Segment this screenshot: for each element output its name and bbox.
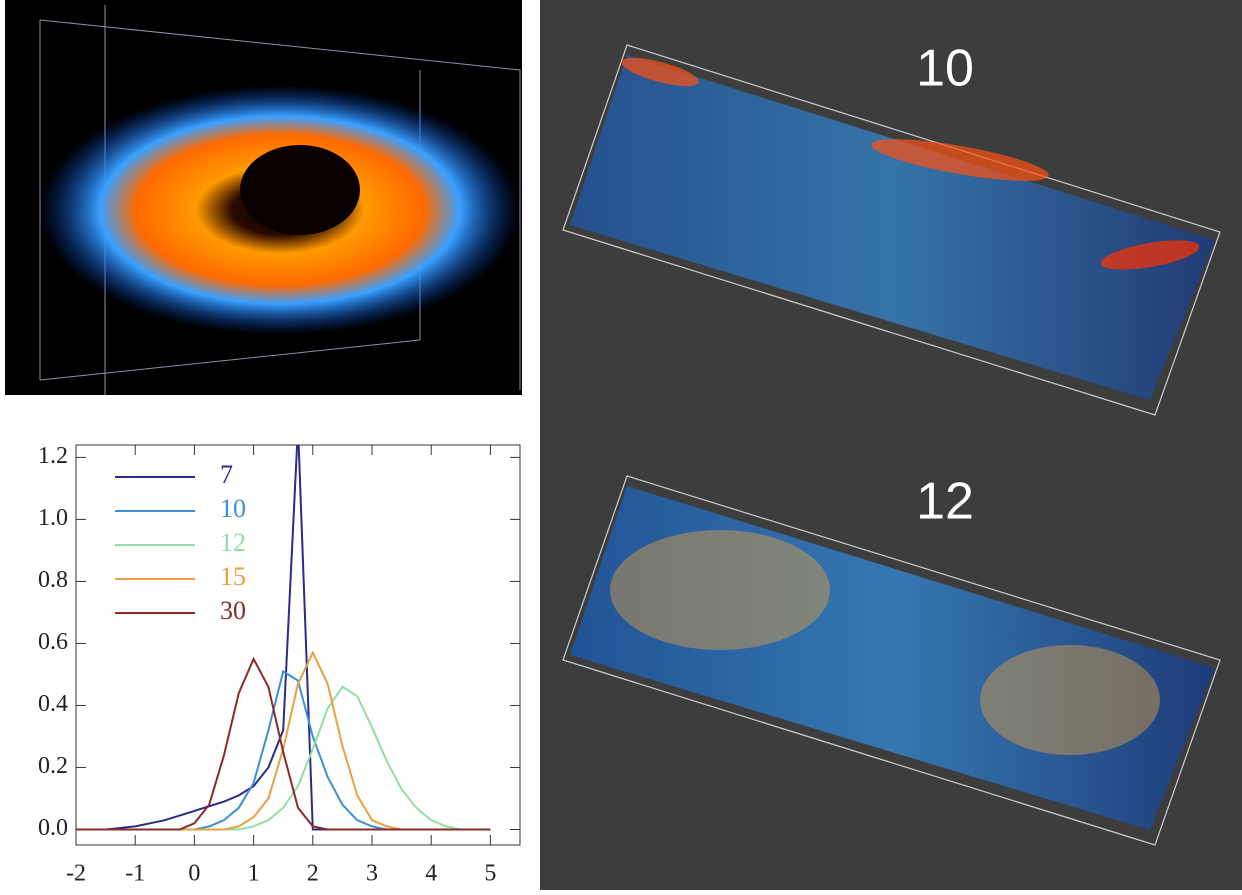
data-line [76,659,490,830]
x-tick-label: 4 [425,861,437,887]
legend-label: 15 [220,562,246,591]
flow-feature [610,530,830,650]
x-tick-label: 0 [188,861,200,887]
panel-label: 10 [916,40,974,98]
x-tick-label: 3 [366,861,378,887]
legend-label: 12 [220,528,246,557]
plot-area [76,426,490,829]
figure: 10 12 0.00.20.40.60.81.01.2-2-1012345710… [0,0,1242,890]
data-line [76,653,490,830]
legend-label: 7 [220,460,233,489]
panel-label: 12 [916,473,974,531]
y-tick-label: 1.0 [38,505,68,531]
x-tick-label: 5 [484,861,496,887]
y-tick-label: 1.2 [38,443,68,469]
data-line [76,426,490,829]
y-tick-label: 0.4 [38,691,68,717]
x-tick-label: 1 [248,861,260,887]
y-tick-label: 0.2 [38,753,68,779]
x-tick-label: 2 [307,861,319,887]
x-tick-label: -2 [66,861,86,887]
y-tick-label: 0.0 [38,815,68,841]
legend-label: 30 [220,596,246,625]
y-tick-label: 0.8 [38,567,68,593]
page: 10 12 0.00.20.40.60.81.01.2-2-1012345710… [0,0,1242,890]
flow-feature [980,645,1160,755]
data-line [76,687,490,830]
vortex-core [240,145,360,235]
y-tick-label: 0.6 [38,629,68,655]
legend-label: 10 [220,494,246,523]
x-tick-label: -1 [125,861,145,887]
